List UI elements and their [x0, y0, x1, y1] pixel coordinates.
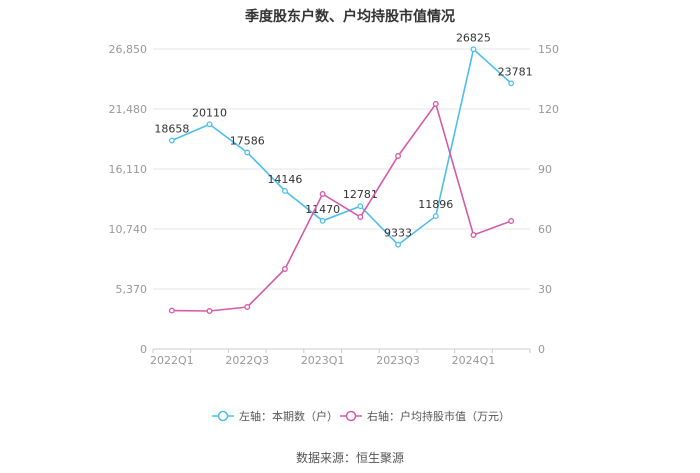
data-label: 9333 [384, 227, 412, 240]
y-left-tick-label: 10,740 [109, 223, 148, 236]
series-line-left [171, 47, 512, 246]
series-point-left [357, 203, 364, 210]
series-point-left [470, 46, 477, 53]
series-point-right [168, 307, 175, 314]
series-line-right [171, 102, 512, 312]
series-point-right [508, 218, 515, 224]
series-point-left [282, 187, 288, 194]
data-source: 数据来源：恒生聚源 [295, 451, 404, 465]
series-point-right [395, 153, 401, 159]
series-point-right [357, 214, 364, 220]
series-point-left [319, 217, 326, 224]
chart-title: 季度股东户数、户均持股市值情况 [245, 9, 455, 25]
legend-label: 左轴：本期数（户） [239, 409, 338, 423]
x-tick-label: 2022Q1 [150, 354, 194, 367]
series-point-right [282, 266, 288, 272]
series-point-right [244, 304, 251, 310]
y-left-tick-label: 21,480 [109, 103, 148, 116]
legend-marker [345, 410, 357, 422]
legend-marker [217, 410, 229, 422]
data-label: 11470 [305, 203, 340, 216]
y-left-tick-label: 16,110 [109, 163, 148, 176]
series-point-right [206, 308, 213, 314]
data-label: 23781 [498, 65, 533, 78]
y-right-tick-label: 150 [538, 43, 559, 56]
x-tick-label: 2023Q3 [376, 354, 420, 367]
y-right-tick-label: 60 [538, 223, 552, 236]
y-right-tick-label: 0 [538, 343, 545, 356]
data-label: 17586 [230, 135, 265, 148]
series-point-left [432, 213, 439, 220]
data-label: 18658 [154, 123, 189, 136]
series-point-left [508, 80, 515, 87]
data-label: 14146 [267, 173, 302, 186]
data-label: 12781 [343, 188, 378, 201]
series-point-right [319, 191, 326, 197]
data-label: 20110 [192, 106, 227, 119]
series-point-left [244, 149, 251, 156]
y-left-tick-label: 0 [140, 343, 147, 356]
x-tick-label: 2023Q1 [301, 354, 345, 367]
y-right-tick-label: 90 [538, 163, 552, 176]
series-point-left [168, 137, 175, 144]
y-left-tick-label: 26,850 [109, 43, 148, 56]
series-point-right [432, 101, 439, 107]
legend-label: 右轴：户均持股市值（万元） [367, 409, 510, 423]
series-point-right [470, 232, 477, 238]
y-right-tick-label: 120 [538, 103, 559, 116]
series-point-left [395, 241, 401, 248]
x-tick-label: 2024Q1 [452, 354, 496, 367]
series-point-left [206, 121, 213, 128]
y-left-tick-label: 5,370 [116, 283, 148, 296]
data-label: 11896 [418, 198, 453, 211]
x-tick-label: 2022Q3 [225, 354, 269, 367]
y-right-tick-label: 30 [538, 283, 552, 296]
data-label: 26825 [456, 31, 491, 44]
